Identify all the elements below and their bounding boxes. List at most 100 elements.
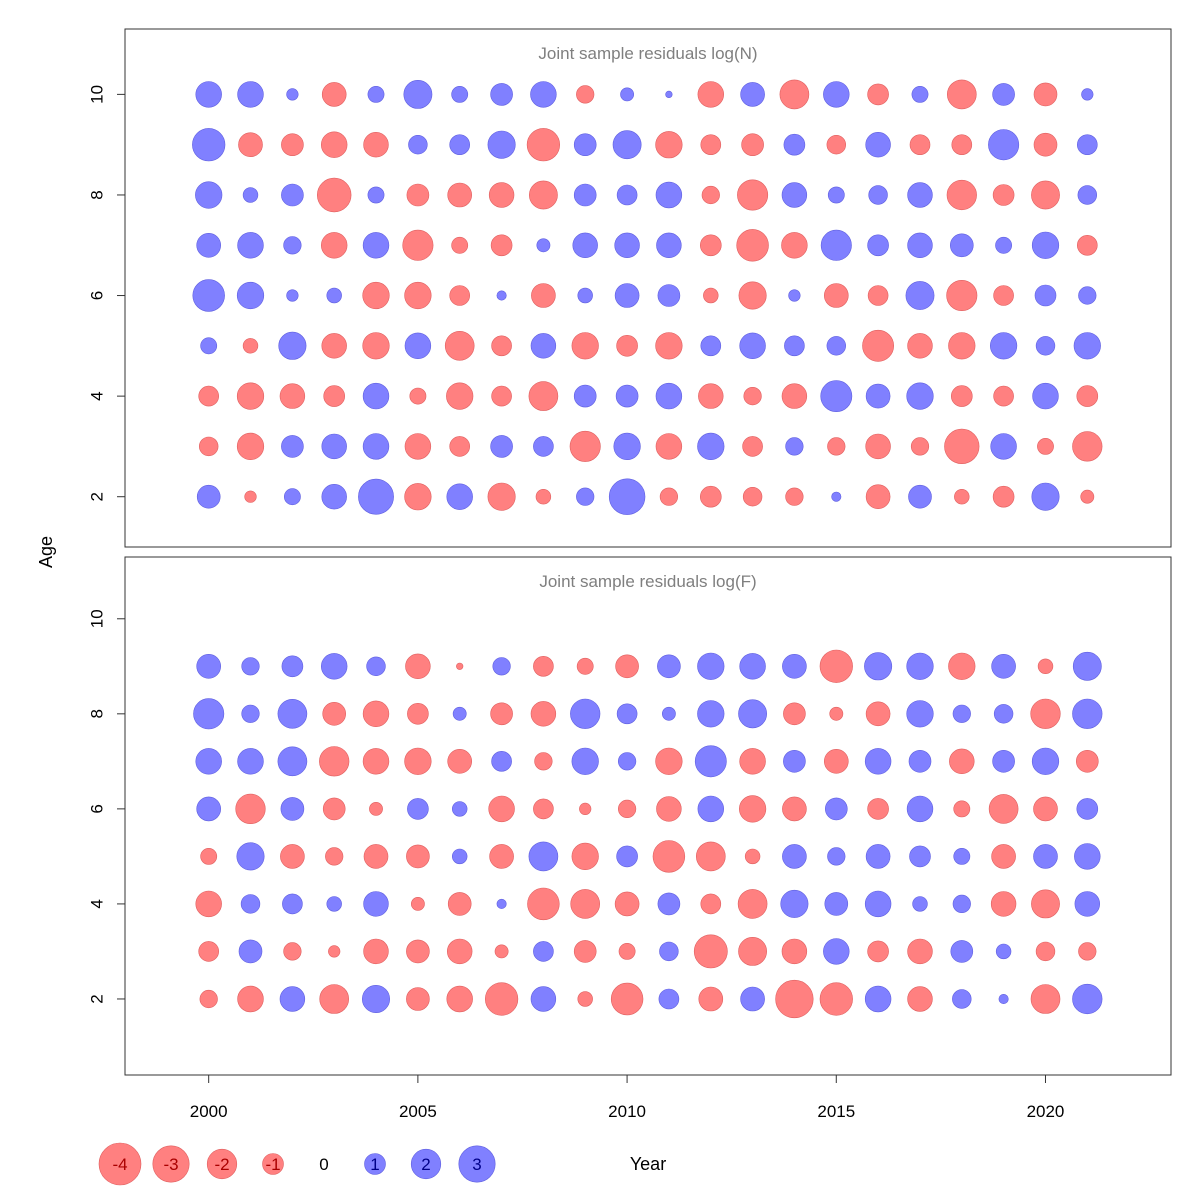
residual-bubble-positive: [783, 133, 806, 156]
residual-bubble-positive: [995, 236, 1013, 254]
residual-bubble-positive: [906, 700, 934, 728]
residual-bubble-negative: [819, 649, 853, 683]
residual-bubble-positive: [824, 797, 848, 821]
residual-bubble-positive: [657, 284, 681, 307]
residual-bubble-positive: [571, 747, 599, 775]
residual-bubble-positive: [281, 655, 304, 678]
residual-bubble-positive: [952, 704, 971, 723]
residual-bubble-positive: [823, 81, 850, 108]
residual-bubble-negative: [652, 840, 686, 873]
residual-bubble-negative: [827, 437, 846, 456]
residual-bubble-positive: [990, 433, 1017, 460]
residual-bubble-positive: [906, 652, 934, 680]
residual-bubble-negative: [362, 748, 390, 775]
residual-bubble-positive: [697, 700, 725, 728]
residual-bubble-negative: [200, 848, 218, 865]
x-tick-label: 2015: [817, 1102, 855, 1121]
residual-bubble-positive: [952, 894, 971, 914]
residual-bubble-negative: [533, 655, 554, 677]
residual-bubble-negative: [362, 281, 390, 310]
residual-bubble-negative: [862, 329, 895, 362]
residual-bubble-negative: [742, 487, 763, 507]
residual-bubble-positive: [496, 898, 507, 909]
residual-bubble-positive: [491, 750, 512, 772]
residual-bubble-positive: [612, 130, 642, 160]
residual-bubble-negative: [655, 131, 683, 159]
residual-bubble-negative: [867, 940, 889, 963]
residual-bubble-positive: [281, 435, 304, 458]
residual-bubble-negative: [447, 748, 473, 774]
residual-bubble-negative: [1076, 749, 1099, 773]
residual-bubble-negative: [1030, 698, 1061, 729]
residual-bubble-negative: [571, 842, 599, 871]
residual-bubble-negative: [1076, 385, 1099, 407]
residual-bubble-negative: [910, 437, 930, 456]
residual-bubble-negative: [531, 283, 556, 308]
residual-bubble-positive: [614, 232, 640, 259]
residual-bubble-negative: [323, 385, 346, 407]
residual-bubble-negative: [1037, 437, 1054, 455]
residual-bubble-positive: [196, 796, 221, 822]
legend-bubble: [458, 1145, 496, 1183]
residual-bubble-negative: [819, 982, 853, 1016]
residual-bubble-negative: [1031, 180, 1060, 210]
residual-bubble-negative: [823, 748, 849, 774]
residual-bubble-negative: [781, 383, 808, 409]
residual-bubble-negative: [1080, 489, 1095, 504]
residual-bubble-positive: [657, 892, 681, 916]
residual-bubble-negative: [529, 180, 558, 210]
residual-bubble-positive: [655, 181, 683, 209]
residual-bubble-positive: [656, 232, 682, 259]
residual-bubble-positive: [784, 335, 805, 357]
residual-bubble-negative: [655, 747, 683, 775]
residual-bubble-negative: [328, 945, 341, 958]
residual-bubble-negative: [362, 332, 390, 360]
residual-bubble-negative: [614, 891, 640, 917]
residual-bubble-negative: [237, 985, 264, 1013]
residual-bubble-positive: [1081, 88, 1094, 101]
legend-bubble: [364, 1153, 386, 1175]
residual-bubble-negative: [449, 436, 471, 457]
residual-bubble-positive: [573, 183, 597, 207]
y-tick-label: 8: [88, 190, 107, 199]
residual-bubble-positive: [278, 331, 307, 360]
legend-label: 1: [370, 1155, 379, 1174]
residual-bubble-negative: [235, 793, 266, 825]
residual-bubble-negative: [698, 986, 724, 1012]
residual-bubble-negative: [283, 942, 302, 961]
residual-bubble-positive: [831, 491, 842, 502]
x-tick-label: 2020: [1027, 1102, 1065, 1121]
residual-bubble-positive: [662, 706, 676, 721]
residual-bubble-positive: [950, 940, 974, 963]
residual-bubble-negative: [656, 796, 682, 822]
residual-bubble-positive: [616, 845, 638, 868]
residual-bubble-negative: [281, 133, 304, 156]
residual-bubble-positive: [573, 384, 597, 408]
residual-bubble-negative: [739, 748, 766, 775]
residual-bubble-negative: [1072, 431, 1103, 462]
legend-label: -2: [214, 1155, 229, 1174]
residual-bubble-negative: [703, 287, 719, 304]
residual-bubble-positive: [451, 86, 469, 103]
residual-bubble-positive: [1076, 798, 1099, 820]
residual-bubble-negative: [406, 183, 430, 207]
residual-bubble-negative: [446, 382, 474, 410]
residual-bubble-positive: [321, 653, 348, 680]
residual-bubble-negative: [319, 984, 350, 1014]
legend-bubble: [152, 1145, 190, 1183]
residual-bubble-positive: [326, 896, 342, 912]
residual-bubble-positive: [908, 749, 932, 773]
residual-bubble-positive: [697, 432, 725, 461]
residual-bubble-negative: [616, 334, 638, 357]
residual-bubble-negative: [865, 484, 891, 510]
legend-label: -3: [163, 1155, 178, 1174]
residual-bubble-negative: [951, 134, 973, 155]
legend-bubble: [206, 1148, 238, 1180]
residual-bubble-positive: [241, 704, 260, 723]
residual-bubble-negative: [199, 436, 219, 457]
residual-bubble-positive: [490, 435, 513, 458]
residual-bubble-positive: [496, 290, 507, 301]
residual-bubble-negative: [992, 485, 1015, 508]
residual-bubble-negative: [526, 128, 561, 162]
